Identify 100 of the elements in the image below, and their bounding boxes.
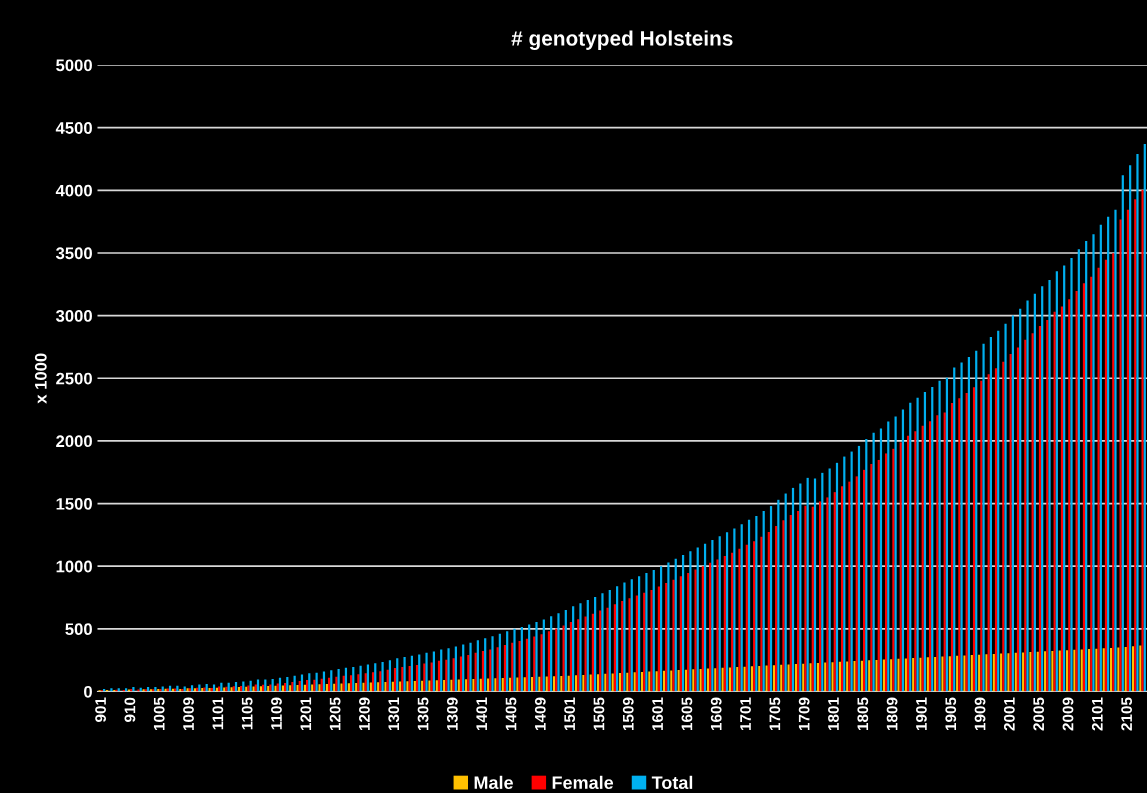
x-tick-label: 1301 [388, 697, 400, 731]
bar [1004, 323, 1007, 692]
bar [723, 556, 726, 692]
bar [681, 554, 685, 692]
x-tick-label: 1505 [593, 697, 605, 731]
bar [1121, 175, 1124, 692]
bar [936, 415, 939, 692]
bar [1104, 259, 1108, 692]
bar [665, 583, 668, 692]
bar [672, 579, 675, 692]
y-tick-label: 4500 [55, 122, 92, 134]
x-tick-label: 1305 [417, 697, 429, 731]
bar [747, 519, 751, 692]
bar [335, 676, 338, 692]
bar [621, 600, 624, 692]
bar [772, 665, 776, 692]
bar [1033, 293, 1036, 692]
x-tick-label: 1205 [329, 697, 341, 731]
bar [384, 681, 387, 692]
bar [782, 520, 785, 692]
bar [1102, 648, 1105, 692]
bar [535, 621, 538, 692]
bar [484, 638, 487, 692]
y-tick-label: 3000 [55, 310, 92, 322]
bar [406, 681, 409, 692]
bar [1109, 647, 1113, 692]
bar [1136, 153, 1139, 692]
bar [1143, 143, 1146, 692]
bar [694, 569, 697, 692]
bar [308, 673, 311, 692]
y-tick-label: 1000 [56, 560, 92, 573]
bar [594, 596, 597, 692]
bar [674, 558, 677, 692]
bar [481, 651, 485, 692]
bar [919, 657, 922, 692]
bar [989, 336, 992, 692]
bar [599, 610, 602, 692]
bar [716, 559, 719, 692]
bar [496, 647, 499, 692]
bar [967, 356, 971, 692]
bar [994, 368, 998, 692]
bar [833, 492, 836, 692]
bar [799, 483, 802, 692]
bar [1048, 279, 1051, 692]
bar [943, 412, 946, 692]
x-tick-label: 910 [124, 697, 136, 723]
bar [582, 674, 585, 692]
bar [318, 684, 321, 692]
bar [1063, 265, 1066, 692]
bar [650, 589, 653, 692]
bar [931, 387, 934, 692]
bar [1131, 646, 1135, 692]
bar [855, 476, 858, 692]
bar [454, 646, 457, 692]
bar [425, 652, 428, 692]
bar [1038, 326, 1042, 692]
bar [1095, 648, 1098, 692]
bar [865, 439, 868, 692]
bar [863, 469, 866, 692]
bar [494, 678, 497, 692]
bar [340, 683, 343, 692]
x-tick-label: 1805 [857, 697, 869, 731]
bar [540, 634, 543, 692]
x-tick-label: 1401 [476, 697, 488, 731]
bar [850, 451, 853, 692]
bar [635, 595, 638, 692]
bar [835, 462, 839, 692]
bar [516, 677, 519, 692]
y-tick-label: 1500 [56, 497, 92, 510]
bar [403, 657, 406, 692]
bar [1068, 299, 1071, 692]
bar [572, 606, 575, 692]
bar [472, 678, 475, 692]
bar [1060, 306, 1064, 692]
bar [1066, 650, 1069, 692]
bar [381, 662, 384, 692]
bar [1082, 283, 1086, 692]
bar [520, 626, 523, 692]
bar [1051, 650, 1054, 692]
x-tick-label: 1209 [359, 697, 370, 731]
bar [469, 642, 472, 692]
bar [545, 676, 548, 692]
bar [1053, 311, 1056, 692]
bar [369, 682, 372, 692]
bar [1009, 353, 1012, 692]
bar [371, 672, 375, 692]
bar [379, 671, 382, 692]
bar [489, 649, 492, 692]
bar [523, 677, 526, 692]
bar [701, 566, 704, 692]
bar [987, 374, 990, 692]
bar [1119, 219, 1122, 692]
bar [914, 431, 917, 692]
bar [1097, 267, 1100, 692]
bar [388, 660, 392, 692]
bar [985, 654, 988, 692]
bar [872, 432, 875, 692]
bar [562, 625, 565, 692]
bar [857, 445, 861, 692]
bar [491, 636, 494, 692]
